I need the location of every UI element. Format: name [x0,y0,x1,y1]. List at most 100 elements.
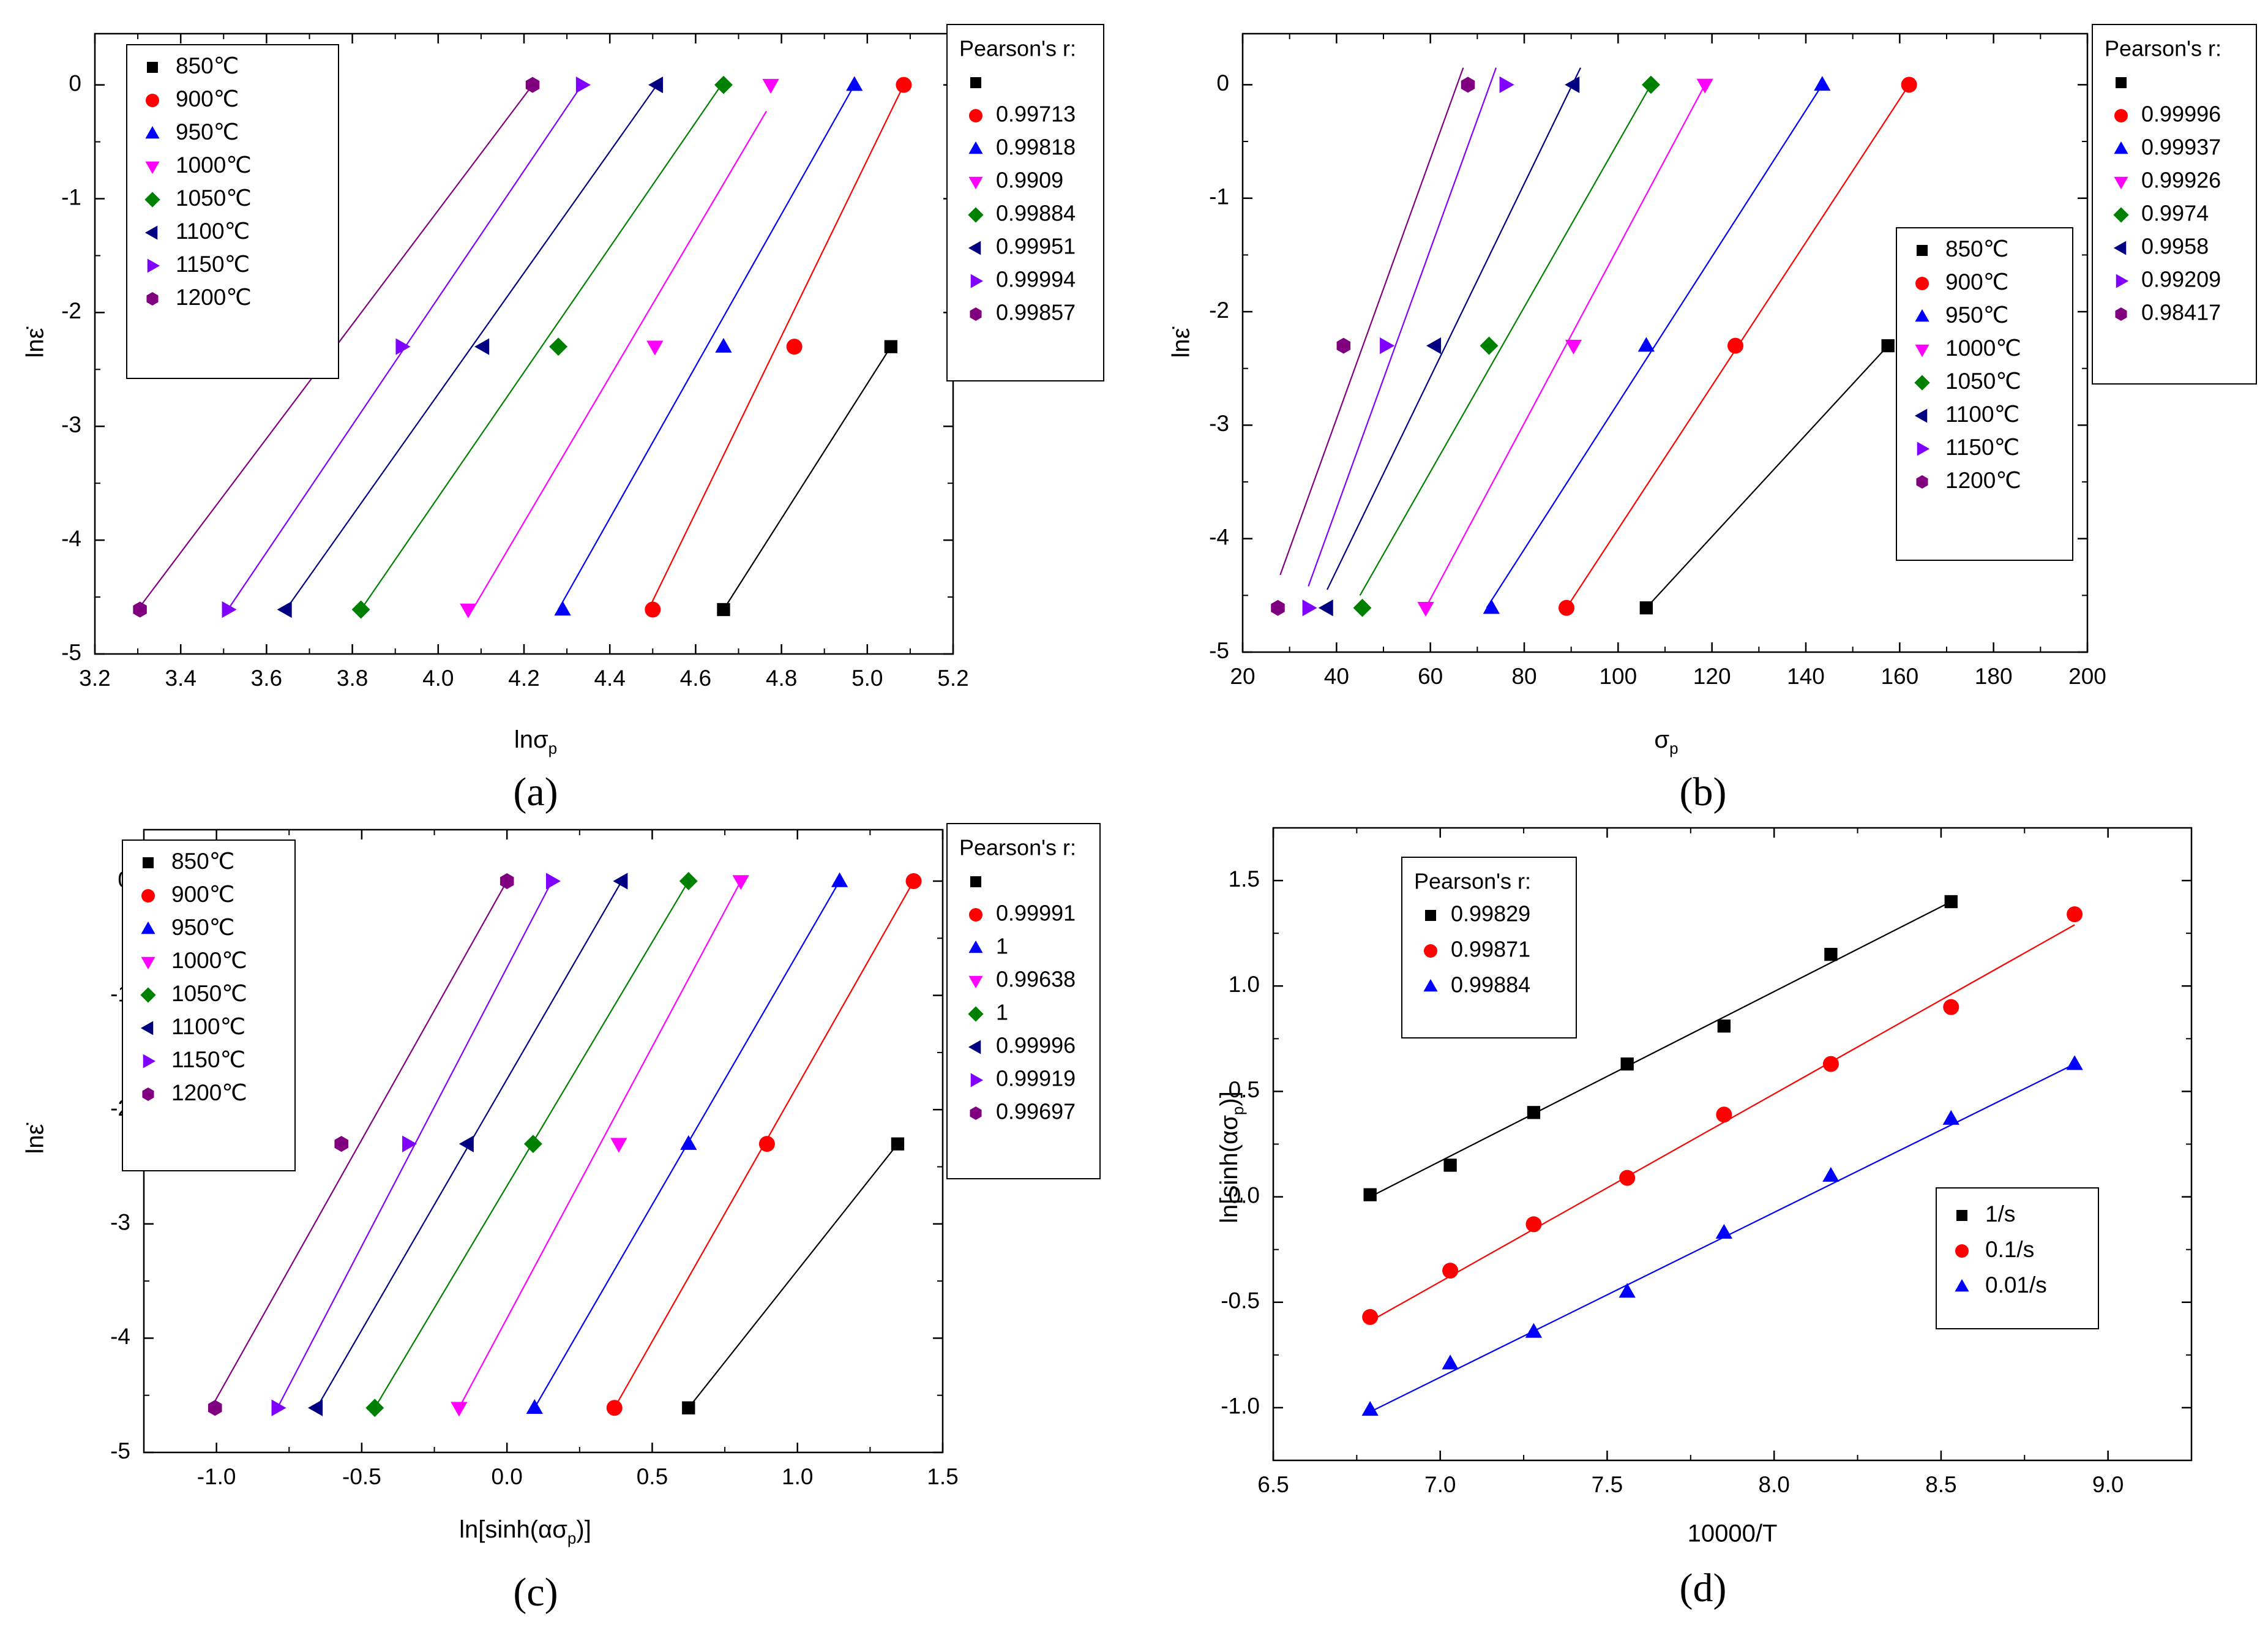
pearson-value: 0.99209 [2141,267,2221,292]
series-1/s [1363,895,1958,1201]
data-point [758,1136,775,1152]
series-900℃ [606,873,922,1416]
series-1050℃ [351,75,733,619]
series-0.1/s [1362,906,2083,1325]
x-tick-label: 80 [1511,664,1536,689]
legend-label: 1000℃ [176,152,252,178]
legend-marker [1955,1279,1969,1292]
data-point [1814,76,1831,91]
x-tick-label: 4.2 [508,666,539,691]
data-point [451,1402,468,1417]
legend-label: 0.01/s [1985,1272,2047,1298]
pearson-marker [970,1106,982,1120]
series-1000℃ [1417,78,1713,617]
data-point [1716,1106,1732,1123]
data-point [1717,1020,1731,1033]
y-tick-label: -1 [1209,184,1229,209]
data-point [395,338,411,355]
y-tick-label: 0.0 [1229,1182,1260,1207]
series-1000℃ [460,78,779,618]
pearson-value: 0.99638 [996,967,1076,992]
data-point [1380,337,1395,355]
pearson-value: 0.99857 [996,300,1076,325]
pearson-marker [968,940,983,953]
panel-label: (c) [513,1570,558,1615]
data-point [786,339,803,355]
data-point [1353,598,1372,617]
pearson-marker [2114,109,2128,122]
fit-line [214,881,508,1402]
legend-marker [140,1021,154,1035]
data-point [1824,947,1838,961]
legend-marker [147,258,160,273]
x-tick-label: 4.4 [594,666,625,691]
chart-panel-2: 20 40 60 80 100 120 140 160 180 200 0 -1 -2 -3 -4 -5 σp l… [1168,24,2257,814]
y-tick-label: -5 [1209,638,1229,663]
series-1050℃ [365,872,698,1418]
fit-line [558,85,855,610]
pearson-marker [970,274,984,288]
data-point [402,1135,417,1152]
y-tick-label: 0.5 [1229,1077,1260,1102]
data-point [891,1137,905,1151]
pearson-value: 0.99818 [996,135,1076,160]
pearson-marker [2115,77,2127,89]
data-point [1822,1056,1839,1072]
data-point [1565,76,1580,94]
pearson-marker [2114,141,2128,154]
legend-marker [140,987,156,1003]
legend-marker [142,1087,154,1101]
legend-marker [146,94,159,107]
data-point [606,1400,623,1416]
pearson-marker [970,307,982,321]
y-tick-label: -4 [61,526,81,551]
pearson-marker [968,241,981,255]
legend-label: 1100℃ [176,219,250,244]
chart-panel-3: -1.0-0.50.00.51.01.50-1-2-3-4-5ln[sinh(α… [22,823,1101,1615]
fit-line [1308,67,1497,587]
legend-label: 850℃ [1945,236,2008,261]
series-850℃ [717,340,898,617]
data-point [500,873,514,889]
series-950℃ [526,872,848,1414]
data-point [208,1400,222,1416]
series-1100℃ [277,76,664,618]
data-point [762,78,779,94]
fit-line [1279,67,1464,576]
data-point [1727,337,1743,354]
pearson-frame [946,823,1101,1179]
series-1200℃ [208,873,514,1416]
data-point [525,77,540,93]
y-tick-label: -3 [1209,411,1229,436]
legend-marker [1915,277,1929,290]
legend-label: 1000℃ [1945,336,2021,361]
data-point [715,337,732,353]
series-1150℃ [1302,67,1514,617]
y-tick-label: -3 [110,1210,130,1235]
legend-marker [144,225,158,240]
x-axis-label: lnσp [514,726,557,757]
legend-marker [1915,309,1929,322]
legend-marker [1917,441,1930,456]
data-point [1480,336,1499,355]
series-900℃ [1559,77,1917,616]
x-tick-label: 3.4 [165,666,196,691]
x-tick-label: 5.0 [851,666,883,691]
data-point [1461,77,1475,93]
y-tick-label: 0 [69,70,81,96]
series-1100℃ [1318,67,1581,617]
panel-label: (a) [513,770,558,814]
pearson-value: 1 [996,1000,1008,1025]
data-point [271,1399,286,1416]
y-tick-label: -4 [1209,524,1229,549]
x-tick-label: 20 [1230,664,1255,689]
x-tick-label: 100 [1599,664,1637,689]
fit-line [1359,84,1652,596]
pearson-value: 0.99994 [996,267,1076,292]
x-tick-label: 3.2 [79,666,110,691]
legend: 850℃ 900℃ 950℃ 1000℃ 1050℃ 1100℃ 1150℃ 1200℃ [1896,227,2073,561]
data-point [1881,339,1895,353]
x-tick-label: -1.0 [197,1464,236,1489]
legend-marker [141,889,155,903]
data-point [308,1399,323,1416]
